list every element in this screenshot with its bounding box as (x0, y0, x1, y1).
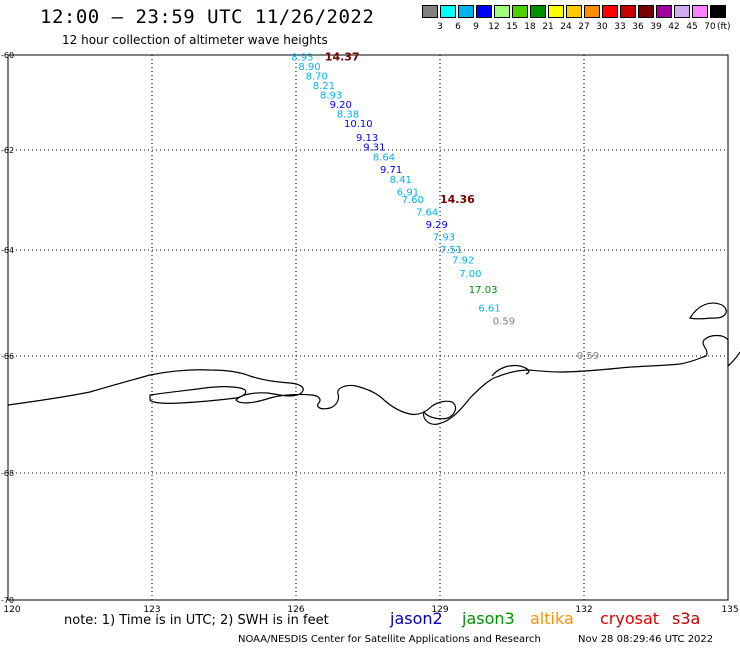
legend-swatch (692, 5, 708, 18)
color-legend: 3 6 9 12 15 18 21 24 27 30 33 36 39 42 45 70 (ft) (422, 5, 731, 37)
lat-tick-label: -64 (1, 246, 14, 255)
legend-label: 12 (488, 22, 500, 32)
page-title: 12:00 — 23:59 UTC 11/26/2022 (40, 6, 375, 28)
wave-height-label: 8.64 (373, 153, 395, 164)
credit-text: NOAA/NESDIS Center for Satellite Applica… (238, 634, 541, 645)
wave-height-label: 9.71 (380, 165, 402, 176)
lon-tick-label: 126 (287, 605, 304, 615)
legend-label: 6 (455, 22, 461, 32)
wave-height-label: 9.31 (363, 143, 385, 154)
legend-label: 36 (632, 22, 644, 32)
satellite-cryosat: cryosat (600, 609, 660, 628)
legend-label: 9 (473, 22, 479, 32)
wave-height-label: 8.93 (320, 90, 342, 101)
satellite-altika: altika (530, 609, 574, 628)
lat-tick-label: -68 (1, 469, 14, 478)
wave-height-label: 8.93 (291, 52, 313, 63)
wave-height-label: 9.20 (330, 100, 352, 111)
wave-height-label: 7.51 (440, 245, 462, 256)
legend-swatch (602, 5, 618, 18)
wave-height-label: 9.13 (356, 133, 378, 144)
legend-label: 24 (560, 22, 572, 32)
coast-islands-east (689, 302, 727, 320)
legend-swatch (620, 5, 636, 18)
legend-swatch (638, 5, 654, 18)
wave-height-label: 9.29 (426, 220, 448, 231)
legend-label: 27 (578, 22, 590, 32)
legend-swatch (476, 5, 492, 18)
satellite-track-labels: 8.938.908.708.218.939.208.3810.109.139.3… (291, 50, 599, 362)
legend-swatch (530, 5, 546, 18)
legend-swatch (674, 5, 690, 18)
legend-swatch (422, 5, 438, 18)
lat-tick-label: -62 (1, 146, 14, 155)
lat-tick-label: -66 (1, 352, 14, 361)
wave-height-label: 7.92 (452, 256, 474, 267)
map-frame (7, 54, 729, 601)
legend-swatch (566, 5, 582, 18)
legend-label: 45 (686, 22, 698, 32)
lon-tick-label: 129 (431, 605, 448, 615)
legend-unit: (ft) (717, 22, 731, 32)
wave-height-label: 10.10 (344, 119, 373, 130)
lon-tick-label: 123 (143, 605, 160, 615)
lon-tick-label: 135 (721, 605, 738, 615)
wave-height-label: 8.38 (337, 109, 359, 120)
wave-height-label: 0.59 (577, 351, 599, 362)
legend-swatch (494, 5, 510, 18)
legend-swatch (548, 5, 564, 18)
legend-label: 70 (704, 22, 716, 32)
legend-label: 15 (506, 22, 518, 32)
wave-height-label: 7.64 (416, 208, 438, 219)
timestamp-text: Nov 28 08:29:46 UTC 2022 (578, 634, 714, 645)
legend-swatch (440, 5, 456, 18)
legend-swatch (512, 5, 528, 18)
lat-tick-label: -70 (1, 596, 14, 605)
legend-swatch (710, 5, 726, 18)
antarctic-coastline (7, 334, 740, 425)
footer-note: note: 1) Time is in UTC; 2) SWH is in fe… (64, 613, 329, 628)
wave-height-label: 8.41 (390, 175, 412, 186)
lon-tick-label: 132 (575, 605, 592, 615)
wave-height-label: 8.21 (313, 81, 335, 92)
wave-height-label: 6.91 (397, 188, 419, 199)
legend-label: 21 (542, 22, 554, 32)
legend-swatch (458, 5, 474, 18)
wave-height-label: 7.60 (402, 195, 424, 206)
wave-height-label: 8.70 (306, 71, 328, 82)
legend-label: 30 (596, 22, 608, 32)
satellite-jason3: jason3 (462, 609, 515, 628)
wave-height-label: 6.61 (478, 303, 500, 314)
legend-label: 18 (524, 22, 536, 32)
legend-label: 33 (614, 22, 626, 32)
page-subtitle: 12 hour collection of altimeter wave hei… (62, 33, 328, 47)
satellite-jason2: jason2 (390, 609, 443, 628)
wave-height-label: 7.00 (459, 269, 481, 280)
lon-tick-label: 120 (3, 605, 20, 615)
wave-height-label: 17.03 (469, 285, 498, 296)
satellite-s3a: s3a (672, 609, 701, 628)
legend-label: 42 (668, 22, 680, 32)
legend-label: 39 (650, 22, 662, 32)
legend-swatch (584, 5, 600, 18)
legend-label: 3 (437, 22, 443, 32)
lat-tick-label: -60 (1, 51, 14, 60)
wave-height-label: 8.90 (298, 62, 320, 73)
wave-height-label: 0.59 (493, 317, 515, 328)
wave-height-label-max: 14.37 (325, 50, 360, 63)
graticule (8, 55, 728, 600)
coast-peninsula (491, 364, 530, 377)
wave-height-label: 7.93 (433, 233, 455, 244)
coast-bay-left (149, 385, 247, 404)
wave-height-label-max: 14.36 (440, 193, 475, 206)
legend-swatch (656, 5, 672, 18)
